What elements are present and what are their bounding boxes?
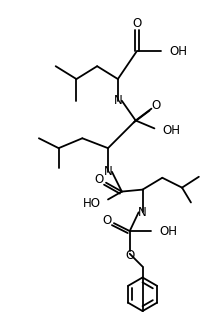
Text: O: O: [102, 214, 112, 227]
Text: O: O: [152, 99, 161, 112]
Text: O: O: [125, 249, 134, 262]
Text: OH: OH: [159, 225, 177, 238]
Text: N: N: [113, 94, 122, 107]
Text: N: N: [104, 165, 112, 178]
Text: O: O: [94, 173, 104, 186]
Text: OH: OH: [169, 45, 187, 58]
Text: OH: OH: [162, 124, 180, 137]
Text: O: O: [132, 17, 141, 30]
Text: HO: HO: [83, 197, 101, 210]
Text: N: N: [138, 206, 147, 219]
